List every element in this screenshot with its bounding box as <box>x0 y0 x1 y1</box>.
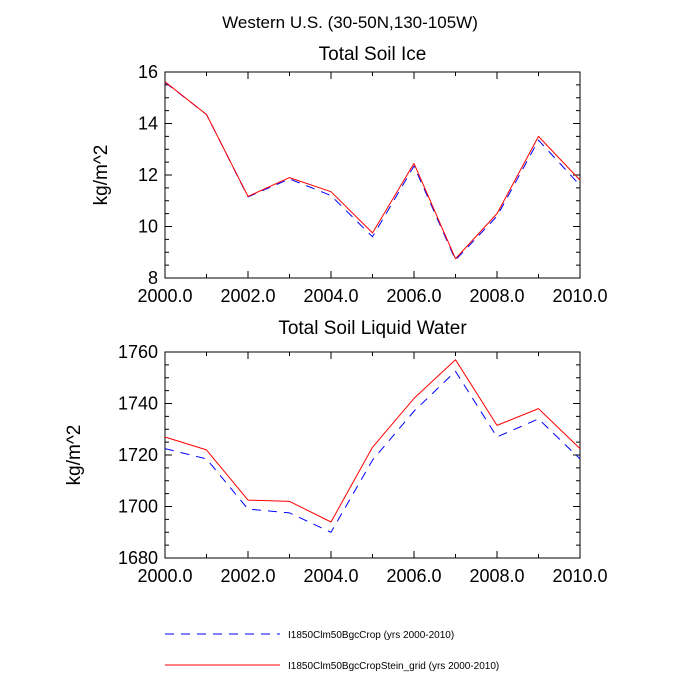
figure-title: Western U.S. (30-50N,130-105W) <box>222 13 478 32</box>
y-tick-label: 16 <box>138 62 158 82</box>
x-tick-label: 2002.0 <box>220 566 275 586</box>
y-axis-label-1: kg/m^2 <box>64 425 85 486</box>
legend: I1850Clm50BgcCrop (yrs 2000-2010) I1850C… <box>165 630 499 672</box>
x-tick-label: 2010.0 <box>552 566 607 586</box>
y-tick-label: 14 <box>138 114 158 134</box>
panel-title-1: Total Soil Liquid Water <box>278 318 467 339</box>
panel-total-soil-liquid-water: Total Soil Liquid Water 2000.0 2002.0 2004.… <box>64 318 608 586</box>
series-line-1 <box>164 81 581 260</box>
y-tick-label: 8 <box>148 268 158 288</box>
y-axis-label-0: kg/m^2 <box>91 145 112 206</box>
legend-label-0: I1850Clm50BgcCrop (yrs 2000-2010) <box>288 630 454 641</box>
x-tick-label: 2008.0 <box>469 566 524 586</box>
y-tick-label: 1700 <box>118 497 158 517</box>
y-tick-label: 12 <box>138 165 158 185</box>
legend-label-1: I1850Clm50BgcCropStein_grid (yrs 2000-20… <box>288 661 499 672</box>
x-tick-label: 2000.0 <box>137 566 192 586</box>
x-tick-label: 2004.0 <box>303 566 358 586</box>
y-tick-label: 1680 <box>118 548 158 568</box>
x-tick-label: 2010.0 <box>552 286 607 306</box>
legend-entry-0: I1850Clm50BgcCrop (yrs 2000-2010) <box>165 630 454 641</box>
y-tick-label: 10 <box>138 217 158 237</box>
plot-frame-1 <box>164 351 581 559</box>
x-tick-label: 2004.0 <box>303 286 358 306</box>
panel-title-0: Total Soil Ice <box>319 44 427 65</box>
x-tick-label: 2002.0 <box>220 286 275 306</box>
x-tick-label: 2000.0 <box>137 286 192 306</box>
legend-entry-1: I1850Clm50BgcCropStein_grid (yrs 2000-20… <box>165 661 499 672</box>
y-tick-label: 1760 <box>118 342 158 362</box>
panel-total-soil-ice: Total Soil Ice 2000.0 2002.0 2004.0 2006.0 20… <box>91 44 608 306</box>
x-tick-label: 2006.0 <box>386 566 441 586</box>
series-line-0 <box>164 370 581 533</box>
series-line-1 <box>164 359 581 523</box>
x-tick-label: 2006.0 <box>386 286 441 306</box>
y-tick-label: 1720 <box>118 445 158 465</box>
y-tick-label: 1740 <box>118 394 158 414</box>
x-tick-label: 2008.0 <box>469 286 524 306</box>
